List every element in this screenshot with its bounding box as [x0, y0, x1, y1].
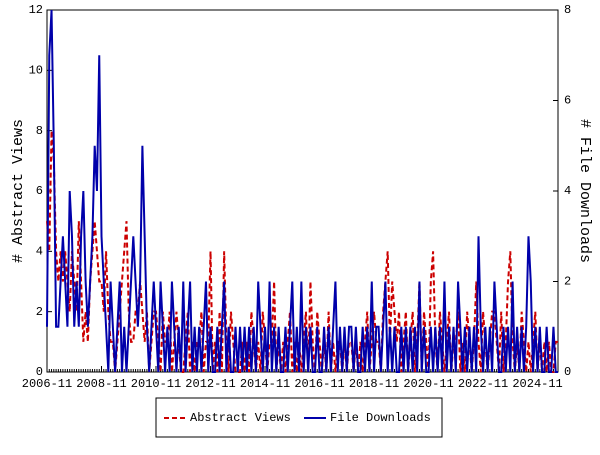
y2-tick-label: 0 [564, 365, 571, 379]
x-tick-label: 2010-11 [131, 377, 181, 391]
x-tick-label: 2020-11 [403, 377, 453, 391]
legend-label: Abstract Views [190, 411, 291, 425]
y-tick-label: 2 [36, 305, 43, 319]
y-tick-label: 12 [29, 3, 43, 17]
x-tick-label: 2014-11 [240, 377, 290, 391]
y2-tick-label: 8 [564, 3, 571, 17]
x-tick-label: 2012-11 [185, 377, 235, 391]
legend-label: File Downloads [330, 411, 431, 425]
y-tick-label: 6 [36, 184, 43, 198]
y-axis-label: # Abstract Views [10, 119, 27, 263]
x-tick-label: 2006-11 [22, 377, 72, 391]
y-tick-label: 10 [29, 64, 43, 78]
series-line [46, 9, 558, 373]
y2-axis-label: # File Downloads [576, 119, 593, 263]
x-tick-label: 2018-11 [349, 377, 399, 391]
y-tick-label: 8 [36, 124, 43, 138]
x-tick-label: 2016-11 [294, 377, 344, 391]
x-tick-label: 2008-11 [76, 377, 126, 391]
legend [155, 397, 443, 438]
x-tick-label: 2024-11 [512, 377, 562, 391]
y-tick-label: 4 [36, 245, 43, 259]
y2-tick-label: 4 [564, 184, 571, 198]
y2-tick-label: 2 [564, 275, 571, 289]
y-tick-label: 0 [36, 365, 43, 379]
x-tick-label: 2022-11 [458, 377, 508, 391]
y2-tick-label: 6 [564, 94, 571, 108]
